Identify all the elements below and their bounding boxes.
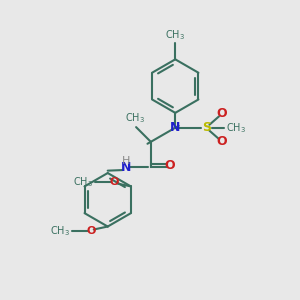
Text: CH$_3$: CH$_3$ [124,111,145,125]
Text: CH$_3$: CH$_3$ [226,121,246,135]
Text: O: O [87,226,96,236]
Text: O: O [216,107,226,120]
Text: CH$_3$: CH$_3$ [165,28,185,41]
Text: N: N [170,121,181,134]
Text: H: H [122,156,130,166]
Text: S: S [202,121,211,134]
Text: CH$_3$: CH$_3$ [50,224,70,238]
Text: N: N [121,160,132,174]
Text: O: O [165,159,176,172]
Text: O: O [110,177,119,187]
Text: O: O [216,136,226,148]
Text: CH$_3$: CH$_3$ [73,175,93,189]
